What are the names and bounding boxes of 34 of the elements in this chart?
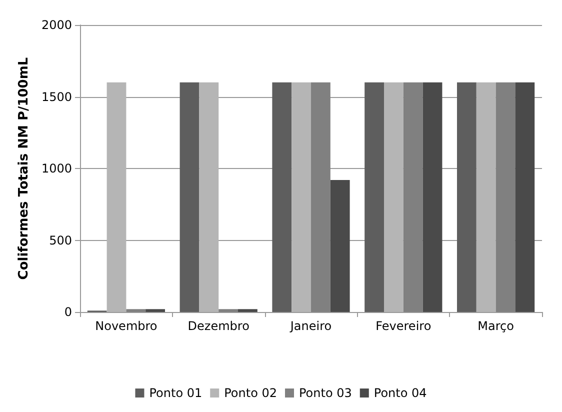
bar [515, 82, 535, 312]
bar [330, 180, 350, 312]
bar [384, 82, 404, 312]
y-tick-label: 1500 [41, 90, 72, 104]
x-tick-label: Janeiro [289, 319, 332, 333]
bar [422, 82, 442, 312]
bar [311, 82, 330, 312]
legend-label: Ponto 02 [224, 386, 278, 400]
bar [456, 82, 476, 312]
y-axis-title: Coliformes Totais NM P/100mL [16, 57, 32, 280]
bar [403, 82, 423, 312]
bar [126, 309, 146, 312]
bar [238, 309, 258, 312]
legend-label: Ponto 01 [149, 386, 202, 400]
x-tick-label: Março [478, 319, 514, 333]
y-tick-label: 2000 [41, 18, 72, 32]
bar [146, 309, 166, 312]
bar [180, 82, 200, 312]
legend-label: Ponto 04 [374, 386, 427, 400]
bar [106, 82, 126, 312]
bar [199, 82, 219, 312]
bar [218, 309, 238, 312]
legend-label: Ponto 03 [299, 386, 352, 400]
y-tick-label: 1000 [41, 162, 72, 176]
x-tick-label: Dezembro [188, 319, 250, 333]
x-tick-label: Fevereiro [376, 319, 432, 333]
x-tick-label: Novembro [95, 319, 158, 333]
y-tick-label: 0 [64, 305, 72, 319]
bar [272, 82, 292, 312]
bar [292, 82, 311, 312]
bar [476, 82, 496, 312]
y-tick-label: 500 [49, 233, 72, 248]
bar [364, 82, 384, 312]
bar [496, 82, 516, 312]
